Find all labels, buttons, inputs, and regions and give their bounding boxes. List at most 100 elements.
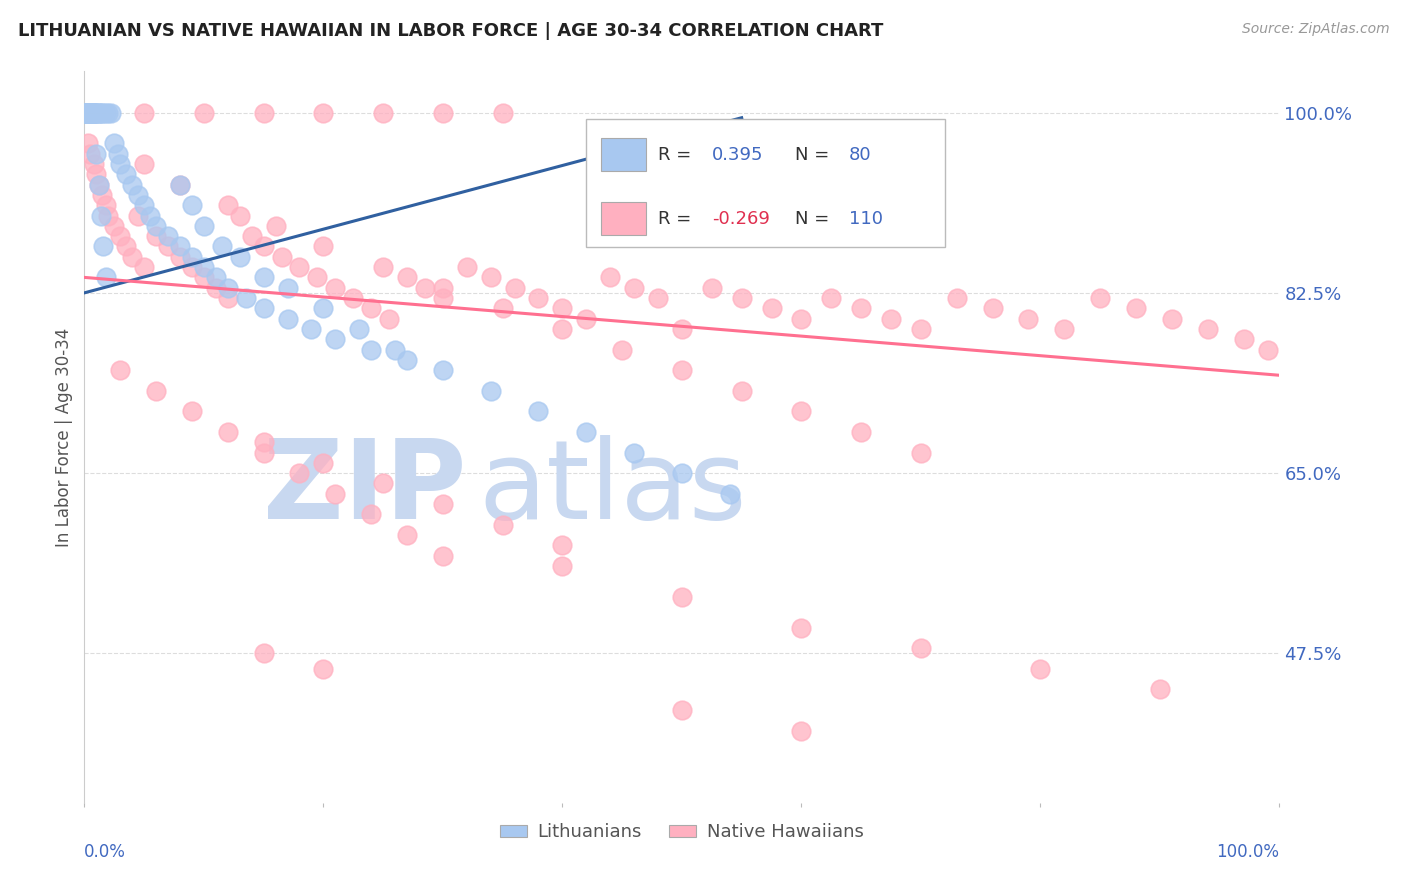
Point <box>396 352 419 367</box>
Point <box>181 260 204 274</box>
Point <box>623 445 645 459</box>
Point <box>325 281 347 295</box>
Point <box>253 239 276 253</box>
Point <box>115 239 138 253</box>
Point <box>77 105 100 120</box>
Point <box>82 105 104 120</box>
Point <box>253 435 276 450</box>
Point <box>75 105 97 120</box>
Point <box>84 105 107 120</box>
Point <box>671 590 693 604</box>
Point <box>910 322 932 336</box>
Point <box>93 105 115 120</box>
Point <box>479 384 502 398</box>
Point <box>396 528 419 542</box>
Point <box>181 250 204 264</box>
Text: Source: ZipAtlas.com: Source: ZipAtlas.com <box>1241 22 1389 37</box>
Point <box>217 425 239 439</box>
Point <box>157 229 180 244</box>
Point <box>91 105 114 120</box>
Point <box>456 260 478 274</box>
Point <box>145 229 167 244</box>
Point <box>103 136 125 151</box>
Point <box>307 270 329 285</box>
Point <box>211 239 233 253</box>
Point <box>373 260 395 274</box>
Point <box>432 497 454 511</box>
Point <box>492 105 515 120</box>
Text: N =: N = <box>796 145 835 164</box>
Point <box>75 105 97 120</box>
Point <box>80 105 103 120</box>
Point <box>87 178 110 192</box>
Text: -0.269: -0.269 <box>711 210 769 227</box>
Point <box>342 291 364 305</box>
Point <box>75 105 97 120</box>
Text: 100.0%: 100.0% <box>1216 843 1279 861</box>
Point <box>492 301 515 316</box>
Point <box>169 178 191 192</box>
Point <box>121 250 143 264</box>
Point <box>1233 332 1256 346</box>
Point <box>301 322 323 336</box>
Point <box>551 558 574 573</box>
Point <box>599 270 621 285</box>
Point <box>94 270 117 285</box>
Point <box>76 105 98 120</box>
Point <box>127 188 149 202</box>
Point <box>89 105 111 120</box>
Point <box>360 508 382 522</box>
Point <box>551 322 574 336</box>
Point <box>790 311 813 326</box>
Point <box>946 291 969 305</box>
Point <box>1257 343 1279 357</box>
Point <box>139 209 162 223</box>
Point <box>145 384 167 398</box>
Point <box>1090 291 1112 305</box>
FancyBboxPatch shape <box>600 202 647 235</box>
Text: atlas: atlas <box>479 434 747 541</box>
Point <box>1018 311 1040 326</box>
Point <box>103 219 125 233</box>
Point <box>229 250 252 264</box>
Point <box>132 157 156 171</box>
Point <box>83 105 105 120</box>
Point <box>1125 301 1147 316</box>
Point <box>288 260 311 274</box>
Point <box>880 311 903 326</box>
Point <box>612 343 634 357</box>
Point <box>193 270 215 285</box>
Point <box>79 105 101 120</box>
Point <box>270 250 292 264</box>
Point <box>575 425 598 439</box>
Text: 0.0%: 0.0% <box>84 843 127 861</box>
Point <box>479 270 502 285</box>
Point <box>80 105 103 120</box>
Point <box>77 105 100 120</box>
Point <box>79 105 101 120</box>
Point <box>647 291 669 305</box>
FancyBboxPatch shape <box>600 138 647 171</box>
Point <box>527 404 550 418</box>
Point <box>790 723 813 738</box>
Point <box>325 487 347 501</box>
Text: 110: 110 <box>849 210 883 227</box>
Text: 0.395: 0.395 <box>711 145 763 164</box>
Point <box>77 105 100 120</box>
Point <box>90 209 112 223</box>
Point <box>121 178 143 192</box>
Point <box>1149 682 1171 697</box>
Point <box>432 363 454 377</box>
Point <box>671 703 693 717</box>
Text: LITHUANIAN VS NATIVE HAWAIIAN IN LABOR FORCE | AGE 30-34 CORRELATION CHART: LITHUANIAN VS NATIVE HAWAIIAN IN LABOR F… <box>18 22 883 40</box>
Point <box>169 250 191 264</box>
Point <box>349 322 371 336</box>
Point <box>312 456 335 470</box>
Point <box>240 229 263 244</box>
Point <box>157 239 180 253</box>
Point <box>76 105 98 120</box>
Point <box>83 157 105 171</box>
Point <box>87 178 110 192</box>
Point <box>97 209 120 223</box>
Point <box>851 301 873 316</box>
